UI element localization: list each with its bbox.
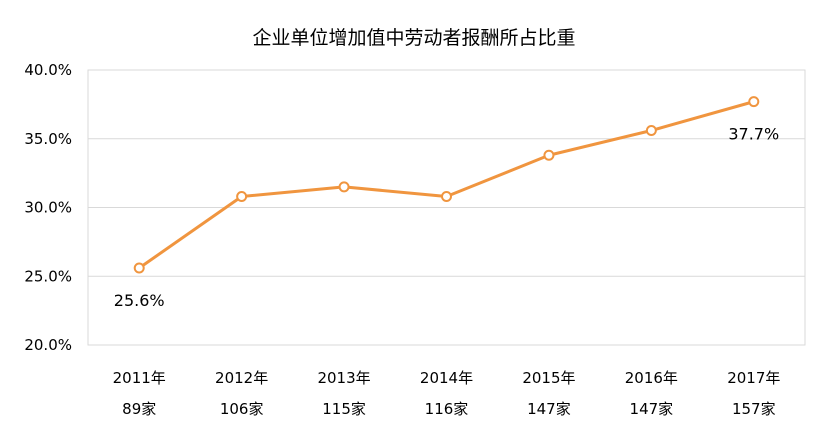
x-tick-label-year: 2017年 — [727, 369, 780, 387]
x-tick-label-year: 2011年 — [113, 369, 166, 387]
data-point — [748, 96, 760, 108]
y-tick-label: 20.0% — [24, 336, 72, 354]
x-tick-label-year: 2013年 — [317, 369, 370, 387]
data-point — [236, 191, 248, 202]
y-axis: 40.0% 35.0% 30.0% 25.0% 20.0% — [24, 61, 72, 354]
x-axis: 2011年 89家 2012年 106家 2013年 115家 2014年 116家 2015年… — [113, 369, 781, 418]
x-tick-label-count: 147家 — [630, 400, 674, 418]
x-tick-label-year: 2016年 — [625, 369, 678, 387]
data-point — [441, 191, 452, 202]
x-tick-label-count: 147家 — [527, 400, 571, 418]
data-label: 37.7% — [728, 125, 779, 144]
data-label: 25.6% — [114, 291, 165, 310]
x-tick-label-year: 2012年 — [215, 369, 268, 387]
series-line — [137, 100, 756, 270]
data-point — [133, 262, 145, 274]
gridlines — [88, 138, 805, 277]
x-tick-label-count: 157家 — [732, 400, 776, 418]
x-tick-label-year: 2014年 — [420, 369, 473, 387]
x-tick-label-count: 106家 — [220, 400, 264, 418]
x-tick-label-count: 116家 — [425, 400, 469, 418]
y-tick-label: 30.0% — [24, 199, 72, 217]
x-tick-label-count: 115家 — [322, 400, 366, 418]
chart-title: 企业单位增加值中劳动者报酬所占比重 — [252, 27, 575, 49]
y-tick-label: 35.0% — [24, 130, 72, 148]
y-tick-label: 40.0% — [24, 61, 72, 79]
data-point — [543, 149, 555, 161]
data-point — [645, 125, 657, 136]
x-tick-label-count: 89家 — [122, 400, 156, 418]
series-group — [133, 96, 760, 274]
data-labels: 25.6% 37.7% — [114, 125, 779, 310]
y-tick-label: 25.0% — [24, 267, 72, 285]
x-tick-label-year: 2015年 — [522, 369, 575, 387]
data-point — [338, 181, 350, 193]
